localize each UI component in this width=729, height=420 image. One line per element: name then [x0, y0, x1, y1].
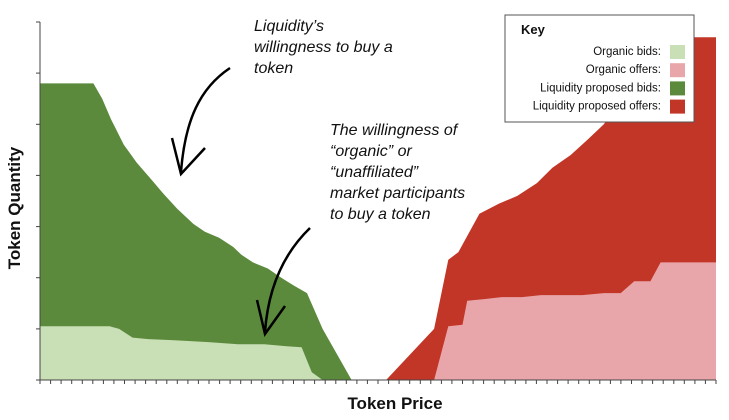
annotation-line: to buy a token [330, 206, 431, 223]
annotation-line: “unaffiliated” [330, 164, 419, 181]
annotation-line: willingness to buy a [254, 39, 393, 56]
axes [36, 21, 717, 384]
legend-label: Liquidity proposed offers: [533, 101, 661, 113]
annotation-line: “organic” or [330, 143, 412, 160]
series-area-1 [40, 83, 352, 381]
arrow-to-organic-bids [255, 227, 311, 337]
series-area-2 [40, 326, 323, 380]
legend-box [504, 14, 695, 123]
y-axis-title: Token Quantity [5, 146, 24, 269]
y-ticks [36, 21, 40, 381]
arrow-to-liquidity-bids [170, 66, 231, 177]
arrow-head [255, 299, 287, 337]
arrow-head [170, 137, 206, 177]
x-ticks [39, 380, 717, 384]
annotation-line: market participants [330, 185, 465, 202]
legend-items: Organic bids: Organic offers: Liquidity pr… [533, 45, 685, 114]
legend-label: Liquidity proposed bids: [540, 82, 661, 94]
annotation-liquidity-text: Liquidity’s willingness to buy a token [254, 18, 393, 77]
annotation-organic-text: The willingness of “organic” or “unaffil… [330, 122, 465, 223]
x-axis-title: Token Price [347, 394, 442, 413]
legend-swatch [670, 63, 685, 78]
legend-label: Organic offers: [586, 64, 661, 76]
arrow-shaft [179, 66, 231, 173]
series-layer [40, 37, 716, 381]
annotation-line: token [254, 60, 293, 77]
legend-swatch [670, 99, 685, 114]
legend-title: Key [521, 22, 546, 37]
legend: Key Organic bids: Organic offers: Liquidit… [504, 14, 695, 123]
annotation-line: Liquidity’s [254, 18, 324, 35]
legend-swatch [670, 81, 685, 96]
series-area-4 [434, 262, 716, 380]
annotation-line: The willingness of [330, 122, 459, 139]
arrow-shaft [263, 227, 311, 333]
legend-swatch [670, 45, 685, 59]
legend-label: Organic bids: [593, 46, 661, 58]
